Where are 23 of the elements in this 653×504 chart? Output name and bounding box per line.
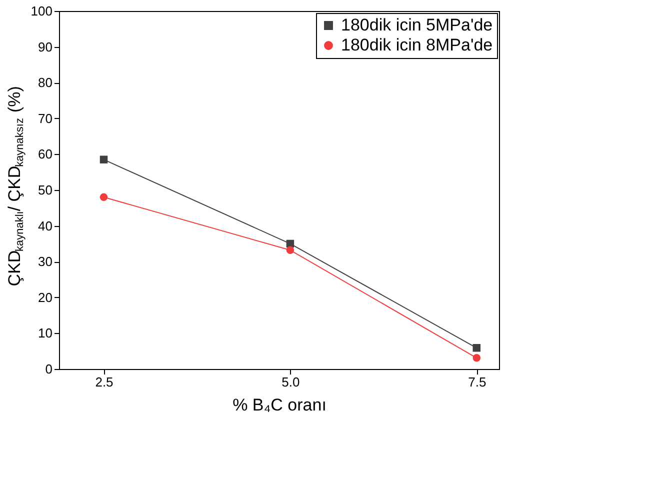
x-tick-label: 5.0 (282, 374, 300, 390)
x-tick-label: 7.5 (468, 374, 486, 390)
y-tick-label: 0 (45, 362, 52, 376)
y-tick-label: 20 (38, 290, 52, 305)
point (100, 156, 108, 164)
y-tick-label: 30 (38, 254, 52, 270)
y-tick-label: 60 (38, 146, 52, 162)
y-tick-label: 80 (38, 75, 52, 90)
x-axis-title: % B₄C oranı (232, 396, 326, 414)
y-tick-label: 50 (38, 182, 52, 198)
legend-label: 180dik icin 5MPa'de (341, 16, 493, 34)
legend-label: 180dik icin 8MPa'de (341, 36, 493, 54)
x-tick-label: 2.5 (95, 374, 114, 390)
y-tick-label: 40 (38, 218, 52, 234)
point (286, 246, 294, 254)
point (472, 344, 480, 352)
y-tick-label: 70 (38, 110, 52, 126)
y-tick-label: 10 (38, 326, 52, 341)
y-tick-label: 100 (30, 4, 52, 18)
point (472, 354, 480, 362)
y-axis-title: ÇKDkaynaklı/ ÇKDkaynaksız (%) (5, 86, 26, 286)
point (100, 193, 108, 202)
y-tick-label: 90 (38, 39, 52, 54)
